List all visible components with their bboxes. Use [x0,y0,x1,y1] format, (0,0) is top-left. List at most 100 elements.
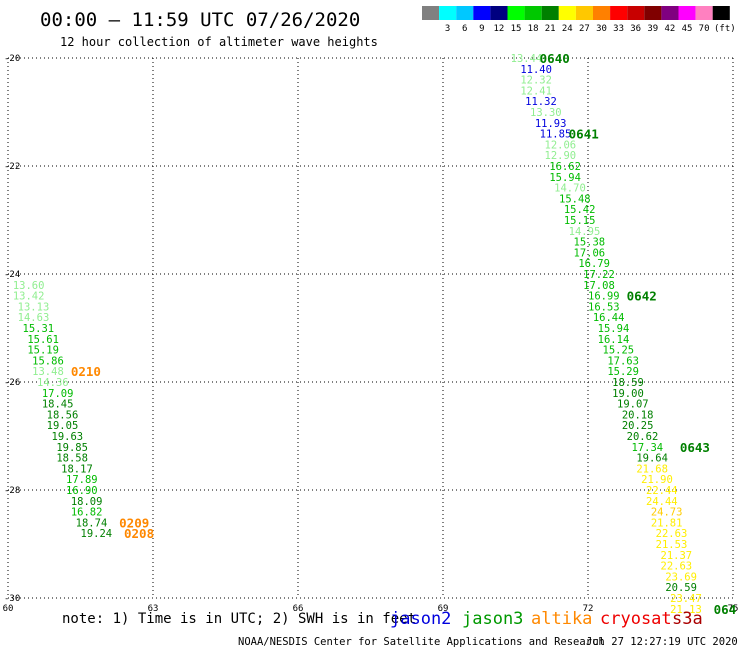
plot-area: 60 63 66 69 72 75 -20 -22 -24 -26 -28 -30 13.4411.40… [3,51,739,617]
legend-tick-label: 6 [462,24,467,34]
wave-height-label: 13.44 [511,53,543,65]
footer-credit: NOAA/NESDIS Center for Satellite Applica… [238,636,605,648]
legend-swatch [490,6,508,20]
wave-height-label: 20.62 [627,431,659,443]
pass-number-label: 0641 [569,127,599,142]
wave-height-label: 15.19 [27,345,59,357]
legend-swatch [627,6,645,20]
legend-swatch [422,6,440,20]
wave-height-label: 21.13 [670,604,702,616]
pass-number-label: 0209 [119,515,149,530]
wave-height-label: 11.93 [535,118,567,130]
wave-height-label: 21.53 [656,539,688,551]
wave-height-label: 11.40 [520,64,552,76]
wave-height-label: 24.73 [651,507,683,519]
wave-height-label: 15.94 [549,172,581,184]
legend-swatch [661,6,679,20]
wave-height-label: 22.63 [661,561,693,573]
wave-height-label: 19.00 [612,388,644,400]
wave-height-label: 16.99 [588,291,620,303]
pass-number-label: 0642 [627,289,657,304]
legend-tick-label: 21 [545,24,556,34]
legend-tick-label: 42 [664,24,675,34]
pass-number-label: 064 [714,602,737,617]
legend-tick-label: 70 [699,24,710,34]
legend-tick-label: 33 [613,24,624,34]
wave-height-label: 13.60 [13,280,45,292]
wave-height-label: 15.25 [603,345,635,357]
legend-swatch [456,6,474,20]
wave-height-label: 17.06 [574,247,606,259]
x-tick-label: 66 [293,604,304,614]
wave-height-label: 18.56 [47,409,79,421]
wave-height-label: 21.81 [651,517,683,529]
pass-number-label: 0640 [540,51,570,66]
x-tick-label: 72 [583,604,594,614]
wave-height-label: 16.82 [71,507,103,519]
wave-height-label: 16.53 [588,301,620,313]
pass-number-label: 0643 [680,440,710,455]
wave-height-label: 12.90 [545,150,577,162]
wave-height-label: 15.61 [27,334,59,346]
y-tick-label: -22 [4,162,20,172]
wave-height-label: 18.59 [612,377,644,389]
legend-swatch [507,6,525,20]
wave-height-label: 19.24 [81,528,113,540]
wave-height-label: 15.48 [559,193,591,205]
legend-tick-label: 27 [579,24,590,34]
wave-height-label: 17.63 [607,355,639,367]
y-tick-label: -30 [4,594,20,604]
legend-swatch [593,6,611,20]
y-tick-label: -28 [4,486,20,496]
wave-height-label: 19.63 [52,431,84,443]
wave-height-label: 18.09 [71,496,103,508]
legend-tick-label: 39 [647,24,658,34]
satellite-name-s3a: s3a [672,609,703,629]
wave-height-label: 22.63 [656,528,688,540]
wave-height-label: 17.09 [42,388,74,400]
wave-height-label: 11.85 [540,129,572,141]
legend-tick-label: 45 [682,24,693,34]
legend-tick-label: 15 [511,24,522,34]
x-tick-label: 69 [438,604,449,614]
wave-height-label: 15.94 [598,323,630,335]
chart-subtitle: 12 hour collection of altimeter wave hei… [60,35,378,49]
legend-swatch [575,6,593,20]
wave-height-label: 15.38 [574,237,606,249]
legend-swatch [473,6,491,20]
wave-height-label: 20.25 [622,420,654,432]
footer-note: note: 1) Time is in UTC; 2) SWH is in fe… [62,611,416,627]
wave-height-label: 23.47 [670,593,702,605]
wave-height-label: 21.90 [641,474,673,486]
satellite-name-cryosat: cryosat [600,609,672,629]
legend-tick-label: 3 [445,24,450,34]
x-tick-label: 63 [148,604,159,614]
wave-height-label: 19.64 [636,453,668,465]
wave-height-label: 16.44 [593,312,625,324]
y-tick-label: -20 [4,54,20,64]
pass-number-label: 0210 [71,364,101,379]
wave-height-label: 19.05 [47,420,79,432]
wave-height-label: 14.70 [554,183,586,195]
y-tick-label: -24 [4,270,20,280]
wave-height-label: 15.31 [23,323,55,335]
wave-height-label: 23.69 [665,571,697,583]
legend-tick-label: 24 [562,24,573,34]
wave-height-label: 21.68 [636,463,668,475]
x-tick-label: 75 [728,604,739,614]
wave-height-label: 11.32 [525,96,557,108]
pass-number-label: 0208 [124,526,154,541]
wave-height-label: 18.17 [61,463,93,475]
wave-height-label: 18.45 [42,399,74,411]
wave-height-label: 13.42 [13,291,45,303]
satellite-name-jason2: jason2 [390,609,451,629]
wave-height-label: 14.63 [18,312,50,324]
wave-height-label: 18.74 [76,517,108,529]
legend-swatch [558,6,576,20]
wave-height-label: 20.18 [622,409,654,421]
wave-height-label: 13.48 [32,366,64,378]
wave-height-label: 12.32 [520,75,552,87]
legend-swatch [644,6,662,20]
wave-height-label: 17.89 [66,474,98,486]
